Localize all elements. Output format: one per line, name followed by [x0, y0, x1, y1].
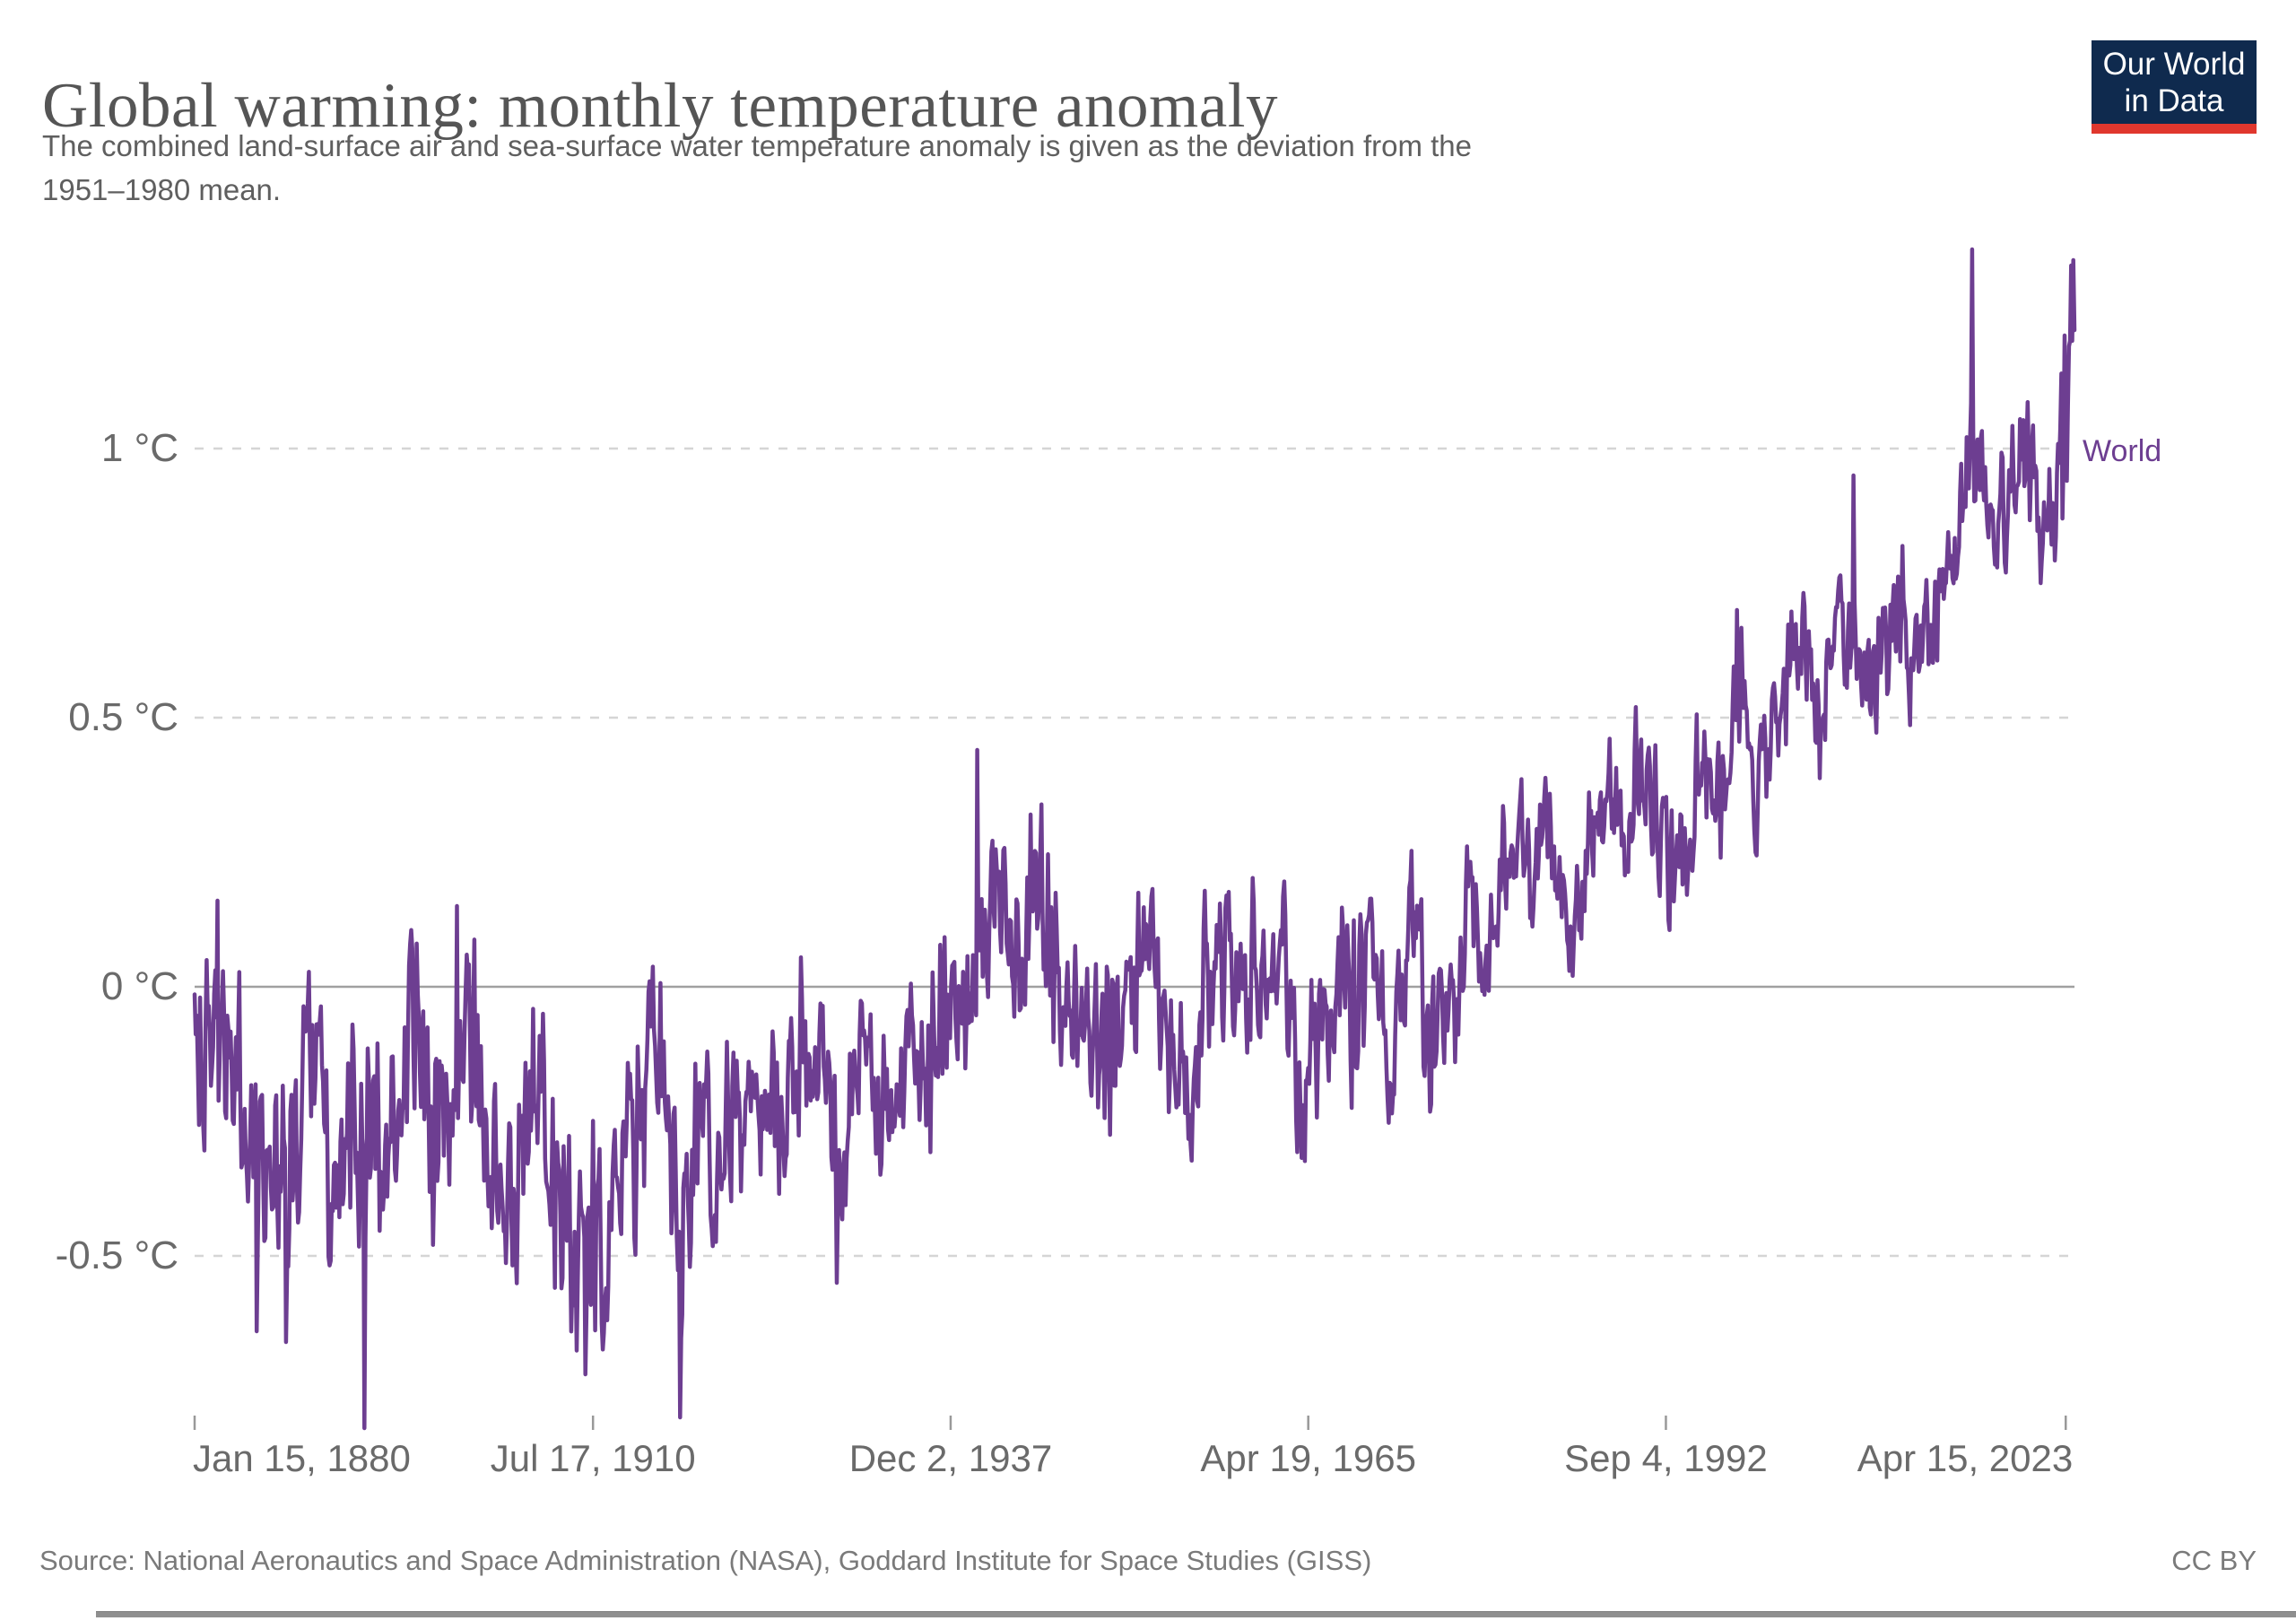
x-tick-label: Apr 19, 1965 — [1200, 1437, 1416, 1479]
owid-logo[interactable]: Our World in Data — [2092, 40, 2257, 134]
owid-logo-stripe — [2092, 124, 2257, 134]
bottom-scrollbar[interactable] — [96, 1611, 2296, 1617]
world-series-line — [192, 247, 2077, 1431]
owid-logo-box: Our World in Data — [2092, 40, 2257, 134]
owid-logo-line1: Our World — [2102, 47, 2246, 82]
series-label-world: World — [2083, 434, 2162, 468]
x-tick-label: Jan 15, 1880 — [193, 1437, 411, 1479]
page-title: Global warming: monthly temperature anom… — [42, 70, 1279, 141]
x-tick-label: Jul 17, 1910 — [490, 1437, 696, 1479]
license-link[interactable]: CC BY — [2171, 1545, 2257, 1576]
x-tick-label: Apr 15, 2023 — [1857, 1437, 2074, 1479]
y-tick-label: 0.5 °C — [68, 695, 178, 739]
y-tick-label: 1 °C — [100, 426, 178, 470]
owid-logo-line2: in Data — [2124, 83, 2224, 118]
y-tick-label: 0 °C — [100, 964, 178, 1008]
y-tick-label: -0.5 °C — [55, 1233, 178, 1277]
subtitle-line: 1951–1980 mean. — [42, 173, 282, 206]
x-tick-label: Dec 2, 1937 — [848, 1437, 1053, 1479]
source-note: Source: National Aeronautics and Space A… — [39, 1545, 1372, 1576]
page-subtitle: The combined land-surface air and sea-su… — [42, 124, 1472, 212]
subtitle-line: The combined land-surface air and sea-su… — [42, 129, 1472, 162]
x-tick-label: Sep 4, 1992 — [1564, 1437, 1768, 1479]
